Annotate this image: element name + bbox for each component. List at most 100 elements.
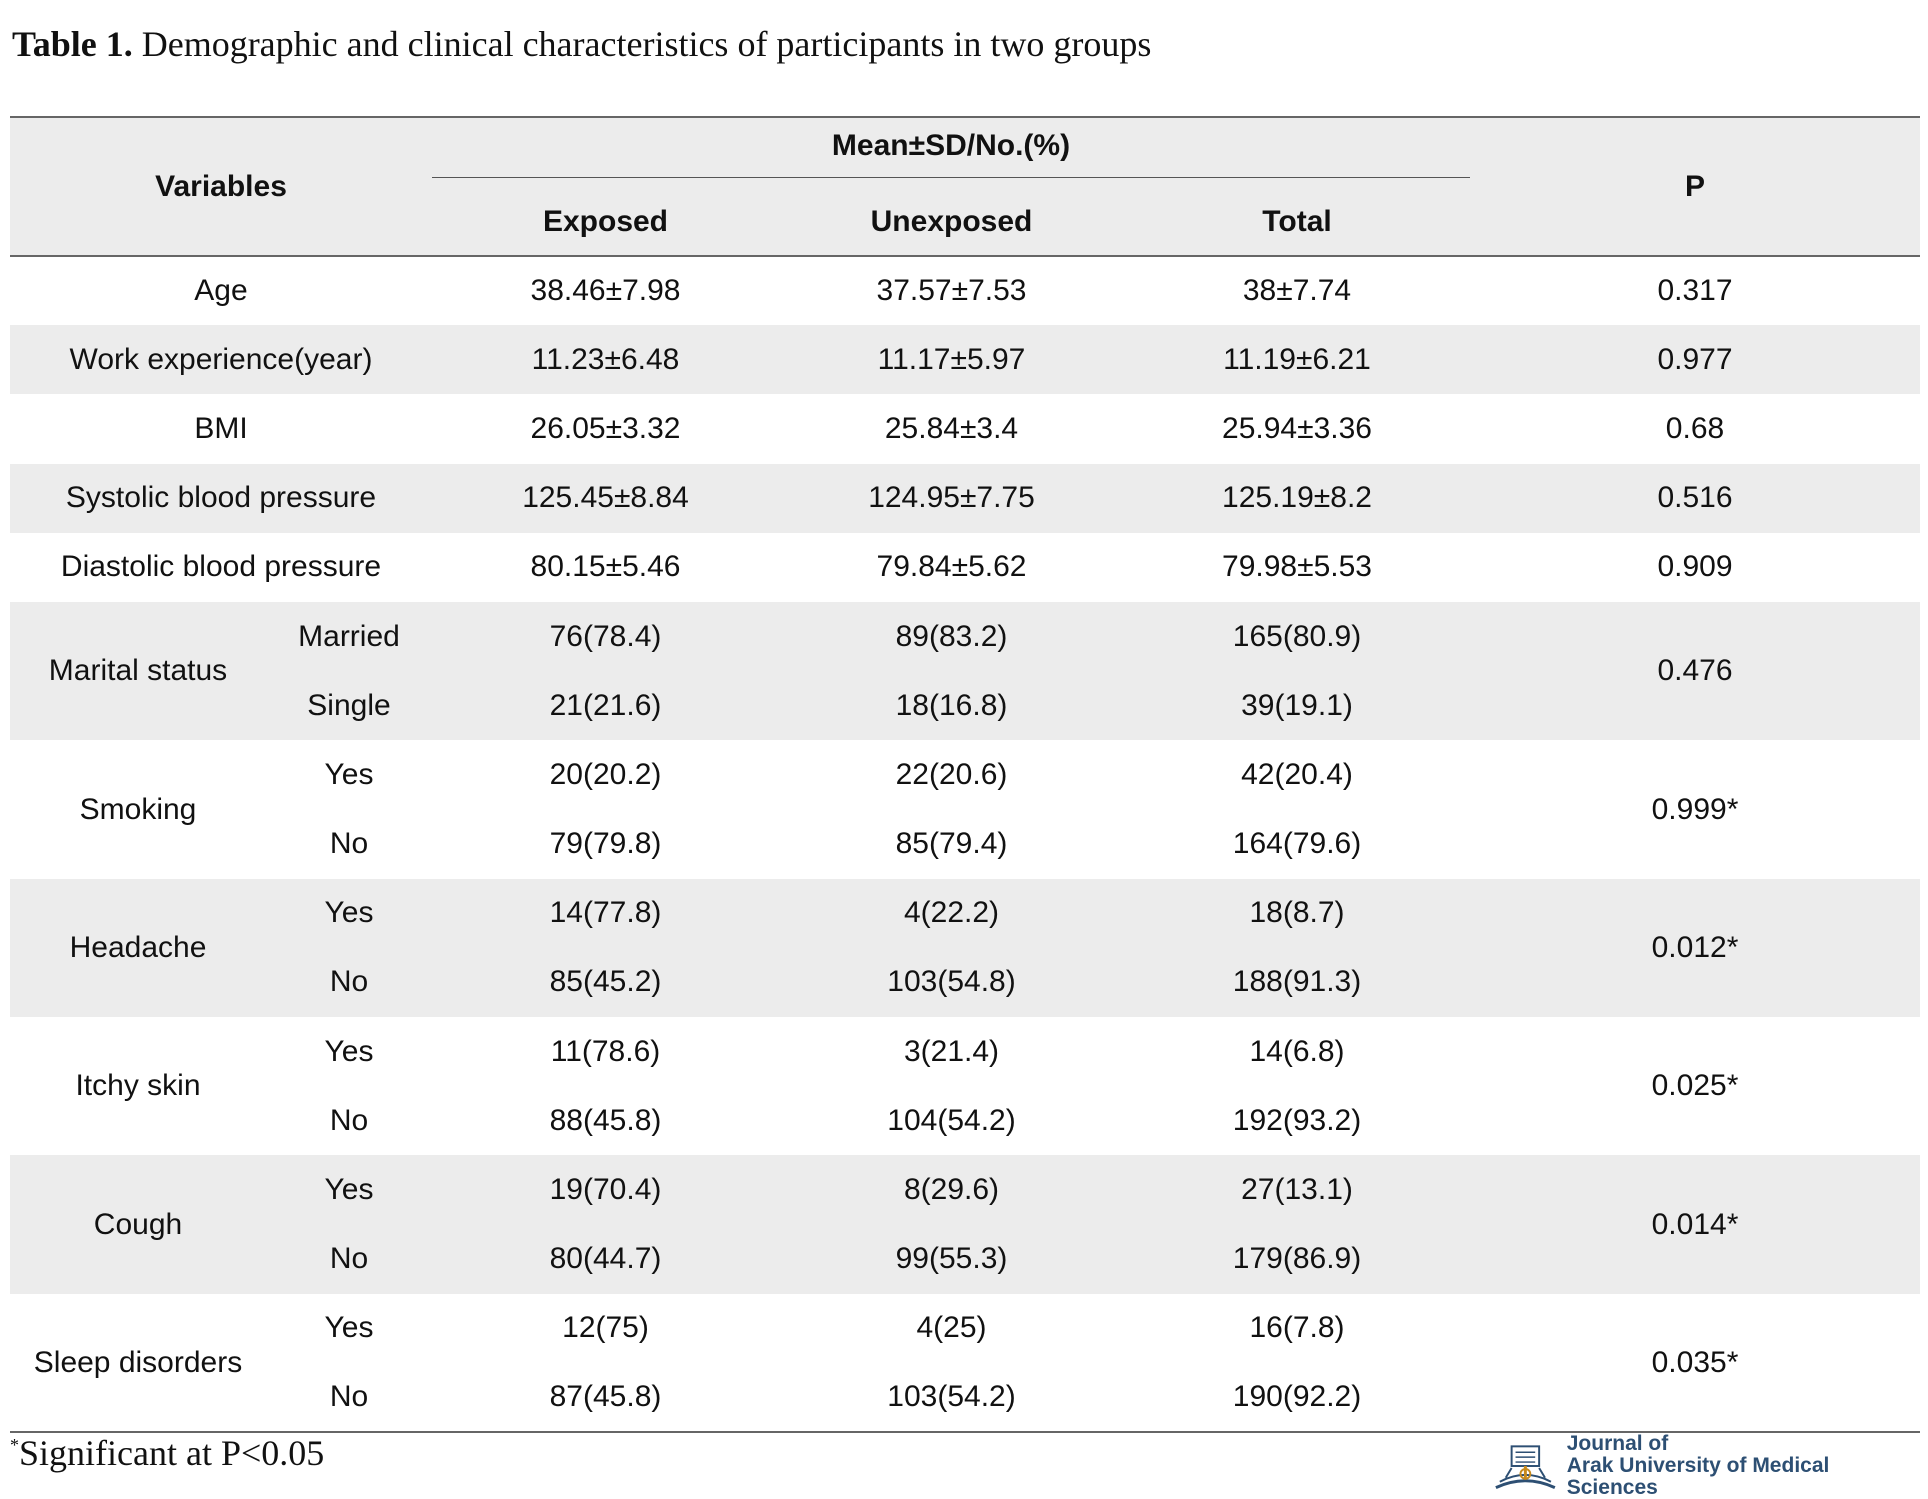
table-caption-label: Table 1. — [12, 24, 133, 64]
table-row: No 80(44.7) 99(55.3) 179(86.9) — [10, 1224, 1920, 1294]
table-row: Systolic blood pressure 125.45±8.84 124.… — [10, 463, 1920, 533]
cell-p: 0.516 — [1470, 463, 1920, 533]
sub-label: Yes — [266, 878, 432, 948]
row-label-systolic: Systolic blood pressure — [10, 463, 432, 533]
cell-total: 11.19±6.21 — [1124, 325, 1470, 395]
cell-total: 165(80.9) — [1124, 601, 1470, 672]
cell-exposed: 87(45.8) — [432, 1363, 779, 1434]
journal-logo-line1: Journal of — [1566, 1432, 1669, 1455]
cell-total: 125.19±8.2 — [1124, 463, 1470, 533]
row-label-diastolic: Diastolic blood pressure — [60, 550, 382, 584]
cell-exposed: 11(78.6) — [550, 1034, 661, 1068]
cell-p: 0.909 — [1657, 550, 1733, 584]
group-label-headache: Headache — [10, 878, 266, 1018]
sub-label: Yes — [324, 1311, 374, 1345]
table-row: Single 21(21.6) 18(16.8) 39(19.1) — [10, 671, 1920, 741]
cell-unexposed: 4(22.2) — [779, 878, 1124, 948]
sub-label: No — [329, 827, 369, 861]
cell-unexposed: 124.95±7.75 — [779, 463, 1124, 533]
table-caption: Table 1. Demographic and clinical charac… — [12, 18, 1151, 70]
row-label-work-experience: Work experience(year) — [10, 325, 432, 395]
group-label-sleep-disorders: Sleep disorders — [10, 1293, 266, 1434]
header-variables: Variables — [10, 118, 432, 257]
header-p: P — [1470, 118, 1920, 257]
table-row: Marital status Married 76(78.4) 89(83.2)… — [10, 601, 1920, 741]
footnote-mark: * — [10, 1435, 19, 1455]
cell-p: 0.012* — [1470, 878, 1920, 1018]
cell-unexposed: 22(20.6) — [895, 757, 1008, 791]
sub-label: No — [266, 1363, 432, 1434]
table-row: Headache Yes 14(77.8) 4(22.2) 18(8.7) 0.… — [10, 878, 1920, 1018]
cell-total: 42(20.4) — [1241, 757, 1353, 791]
table-row: BMI 26.05±3.32 25.84±3.4 25.94±3.36 0.68 — [10, 394, 1920, 463]
cell-p: 0.977 — [1470, 325, 1920, 395]
header-total: Total — [1124, 188, 1470, 257]
row-label-age: Age — [194, 274, 248, 308]
cell-total: 16(7.8) — [1249, 1311, 1345, 1345]
sub-label: Yes — [266, 1155, 432, 1225]
group-label-marital-status: Marital status — [10, 601, 266, 741]
cell-exposed: 14(77.8) — [432, 878, 779, 948]
cell-unexposed: 11.17±5.97 — [779, 325, 1124, 395]
cell-exposed: 26.05±3.32 — [530, 411, 681, 445]
table-row: Smoking Yes 20(20.2) 22(20.6) 42(20.4) 0… — [10, 740, 1920, 826]
cell-total: 25.94±3.36 — [1222, 411, 1372, 445]
table-row: Sleep disorders Yes 12(75) 4(25) 16(7.8)… — [10, 1293, 1920, 1434]
university-emblem-icon — [1495, 1445, 1556, 1489]
cell-exposed: 125.45±8.84 — [432, 463, 779, 533]
cell-exposed: 76(78.4) — [432, 601, 779, 672]
table-row: No 88(45.8) 104(54.2) 192(93.2) — [10, 1086, 1920, 1155]
cell-unexposed: 103(54.8) — [779, 947, 1124, 1018]
cell-p: 0.999* — [1651, 792, 1739, 826]
cell-exposed: 88(45.8) — [549, 1103, 662, 1137]
table-row: Diastolic blood pressure 80.15±5.46 79.8… — [10, 533, 1920, 602]
cell-total: 164(79.6) — [1232, 827, 1362, 861]
cell-p: 0.476 — [1470, 601, 1920, 741]
cell-total: 190(92.2) — [1124, 1363, 1470, 1434]
sub-label: Yes — [324, 757, 374, 791]
cell-p: 0.317 — [1657, 274, 1733, 308]
cell-unexposed: 89(83.2) — [779, 601, 1124, 672]
characteristics-table: Variables Mean±SD/No.(%) P Exposed Unexp… — [10, 116, 1920, 1434]
cell-total: 27(13.1) — [1124, 1155, 1470, 1225]
cell-unexposed: 79.84±5.62 — [876, 550, 1027, 584]
cell-exposed: 11.23±6.48 — [432, 325, 779, 395]
journal-logo-text: Journal of Arak University of Medical Sc… — [1567, 1433, 1920, 1499]
sub-label: Yes — [324, 1034, 374, 1068]
cell-exposed: 85(45.2) — [432, 947, 779, 1018]
footnote-text: Significant at P<0.05 — [19, 1433, 325, 1473]
cell-exposed: 38.46±7.98 — [530, 274, 681, 308]
cell-total: 38±7.74 — [1242, 274, 1352, 308]
cell-exposed: 21(21.6) — [432, 671, 779, 741]
journal-logo: Journal of Arak University of Medical Sc… — [1490, 1433, 1920, 1499]
group-label-cough: Cough — [10, 1155, 266, 1294]
table-row: Age 38.46±7.98 37.57±7.53 38±7.74 0.317 — [10, 256, 1920, 325]
cell-p: 0.035* — [1470, 1293, 1920, 1434]
group-label-itchy-skin: Itchy skin — [75, 1069, 201, 1103]
cell-unexposed: 3(21.4) — [903, 1034, 1000, 1068]
header-group: Mean±SD/No.(%) — [432, 118, 1470, 188]
cell-total: 14(6.8) — [1249, 1034, 1345, 1068]
sub-label: Married — [266, 601, 432, 672]
header-exposed: Exposed — [432, 188, 779, 257]
table-row: Cough Yes 19(70.4) 8(29.6) 27(13.1) 0.01… — [10, 1155, 1920, 1294]
cell-exposed: 80.15±5.46 — [530, 550, 681, 584]
table-row: No 87(45.8) 103(54.2) 190(92.2) — [10, 1363, 1920, 1434]
cell-unexposed: 18(16.8) — [779, 671, 1124, 741]
cell-exposed: 79(79.8) — [549, 827, 662, 861]
cell-exposed: 19(70.4) — [432, 1155, 779, 1225]
footnote: *Significant at P<0.05 — [10, 1432, 324, 1474]
header-unexposed: Unexposed — [779, 188, 1124, 257]
cell-unexposed: 4(25) — [916, 1311, 987, 1345]
cell-total: 79.98±5.53 — [1222, 550, 1372, 584]
table-row: Work experience(year) 11.23±6.48 11.17±5… — [10, 325, 1920, 395]
group-label-smoking: Smoking — [79, 792, 197, 826]
cell-unexposed: 25.84±3.4 — [884, 411, 1019, 445]
table-row: No 79(79.8) 85(79.4) 164(79.6) — [10, 810, 1920, 879]
cell-unexposed: 99(55.3) — [779, 1224, 1124, 1294]
cell-exposed: 80(44.7) — [432, 1224, 779, 1294]
cell-unexposed: 37.57±7.53 — [876, 274, 1027, 308]
cell-p: 0.68 — [1665, 411, 1725, 445]
cell-total: 39(19.1) — [1124, 671, 1470, 741]
cell-total: 179(86.9) — [1124, 1224, 1470, 1294]
